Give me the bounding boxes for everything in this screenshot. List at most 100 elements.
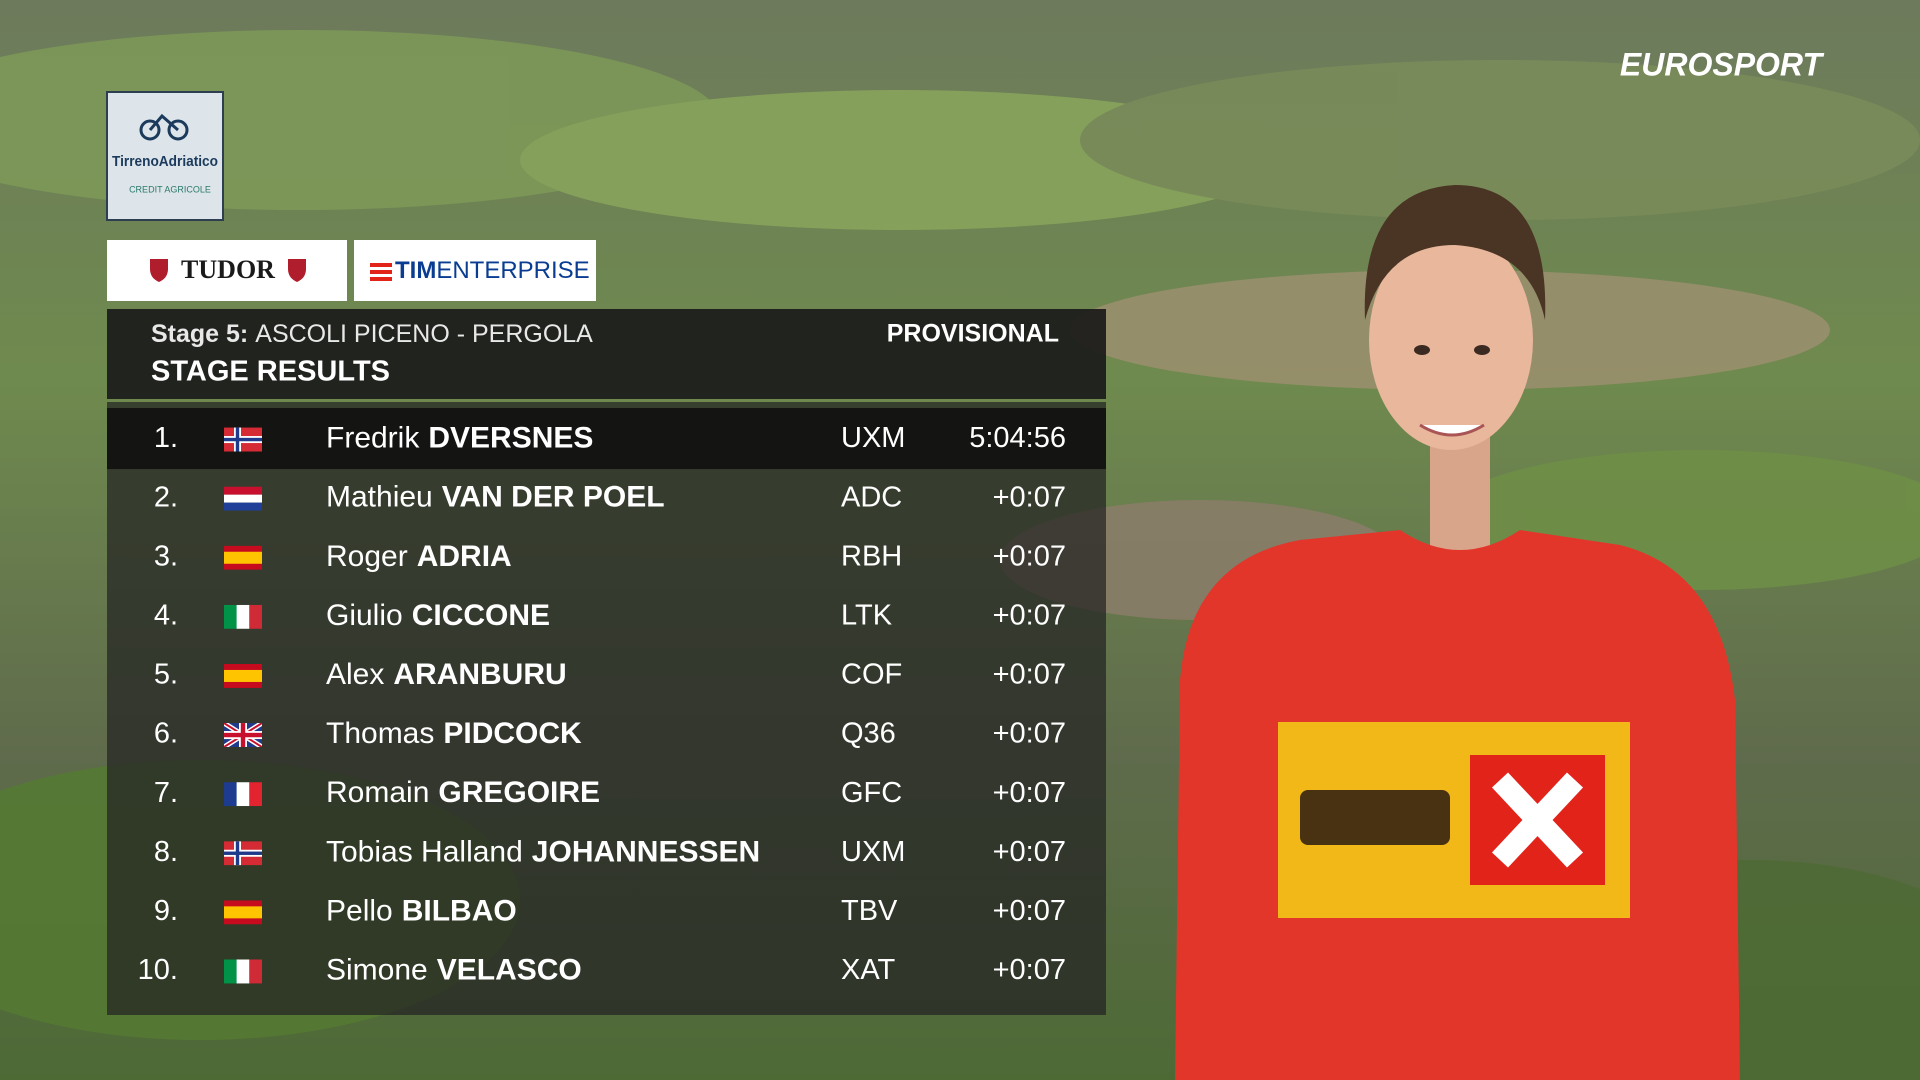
team: LTK [841,600,893,632]
rank: 9. [154,895,178,927]
time: +0:07 [993,540,1066,572]
results-table-bg [107,402,1106,1015]
rank: 2. [154,481,178,513]
team: Q36 [841,718,896,750]
rider-name: Fredrik DVERSNES [326,421,593,454]
rank: 3. [154,540,178,572]
leader-highlight [107,408,1106,470]
title: STAGE RESULTS [151,356,390,388]
flag [224,545,262,570]
rider-name: Romain GREGOIRE [326,776,600,809]
time: +0:07 [993,836,1066,868]
time: +0:07 [993,777,1066,809]
first-name: Alex [326,658,384,691]
sponsor-tudor: TUDOR [107,240,347,301]
last-name: ADRIA [417,540,512,573]
status: PROVISIONAL [887,320,1059,348]
result-row: 10. Simone VELASCO XAT +0:07 [138,953,1066,986]
flag [224,663,262,688]
team: GFC [841,777,902,809]
team: UXM [841,836,905,868]
rider-name: Mathieu VAN DER POEL [326,481,665,514]
rider-name: Alex ARANBURU [326,658,567,691]
result-row: 5. Alex ARANBURU COF +0:07 [154,658,1066,691]
first-name: Romain [326,776,429,809]
last-name: GREGOIRE [438,776,600,809]
event-sponsor: CREDIT AGRICOLE [129,184,211,194]
results-table: 1. Fredrik DVERSNES UXM 5:04:56 2. Mathieu VAN … [107,408,1106,986]
team: RBH [841,540,902,572]
stage-line: Stage 5: ASCOLI PICENO - PERGOLA [151,320,593,348]
flag [224,959,262,984]
last-name: ARANBURU [393,658,566,691]
event-logo: TirrenoAdriatico CREDIT AGRICOLE [106,91,224,221]
stage-label: Stage 5: [151,320,248,348]
first-name: Mathieu [326,481,433,514]
flag [224,782,262,807]
rider-name: Giulio CICCONE [326,599,550,632]
result-row: 6. Thomas PIDCOCK Q36 +0:07 [154,717,1066,750]
time: +0:07 [993,954,1066,986]
sponsor-tim: TIMENTERPRISE [354,240,596,301]
first-name: Fredrik [326,421,420,454]
rider-name: Simone VELASCO [326,953,582,986]
last-name: CICCONE [412,599,550,632]
team: XAT [841,954,896,986]
rank: 7. [154,777,178,809]
team: UXM [841,422,905,454]
result-row: 9. Pello BILBAO TBV +0:07 [154,894,1066,927]
time: +0:07 [993,600,1066,632]
rank: 10. [138,954,178,986]
rider-name: Pello BILBAO [326,894,517,927]
first-name: Giulio [326,599,403,632]
rider-photo [1175,185,1740,1080]
rank: 8. [154,836,178,868]
result-row: 8. Tobias Halland JOHANNESSEN UXM +0:07 [154,835,1066,868]
event-name: TirrenoAdriatico [112,153,218,170]
rank: 5. [154,659,178,691]
rank: 4. [154,600,178,632]
last-name: VELASCO [437,953,582,986]
last-name: DVERSNES [428,421,593,454]
first-name: Simone [326,953,428,986]
result-row: 7. Romain GREGOIRE GFC +0:07 [154,776,1066,809]
last-name: JOHANNESSEN [532,835,760,868]
first-name: Pello [326,894,393,927]
flag [224,486,262,511]
last-name: VAN DER POEL [442,481,665,514]
result-row: 1. Fredrik DVERSNES UXM 5:04:56 [107,408,1106,470]
time: +0:07 [993,895,1066,927]
tim-regular: ENTERPRISE [436,257,589,284]
last-name: BILBAO [402,894,517,927]
team: TBV [841,895,898,927]
rider-name: Tobias Halland JOHANNESSEN [326,835,760,868]
flag [224,604,262,629]
team: ADC [841,481,902,513]
rider-name: Roger ADRIA [326,540,512,573]
tim-text: TIMENTERPRISE [395,257,590,284]
time: 5:04:56 [969,422,1066,454]
first-name: Tobias Halland [326,835,523,868]
tudor-text: TUDOR [181,255,275,284]
stage-route: ASCOLI PICENO - PERGOLA [255,320,593,348]
broadcaster-logo: EUROSPORT [1620,46,1825,82]
result-row: 4. Giulio CICCONE LTK +0:07 [154,599,1066,632]
first-name: Roger [326,540,408,573]
time: +0:07 [993,481,1066,513]
flag [224,723,262,747]
tim-bold: TIM [395,257,436,284]
last-name: PIDCOCK [443,717,582,750]
flag [224,841,262,866]
rider-name: Thomas PIDCOCK [326,717,582,750]
results-header: Stage 5: ASCOLI PICENO - PERGOLA PROVISIO… [107,309,1106,399]
first-name: Thomas [326,717,434,750]
result-row: 3. Roger ADRIA RBH +0:07 [154,540,1066,573]
team: COF [841,659,902,691]
flag [224,427,262,452]
rank: 6. [154,718,178,750]
time: +0:07 [993,718,1066,750]
result-row: 2. Mathieu VAN DER POEL ADC +0:07 [154,481,1066,514]
rank: 1. [154,422,178,454]
